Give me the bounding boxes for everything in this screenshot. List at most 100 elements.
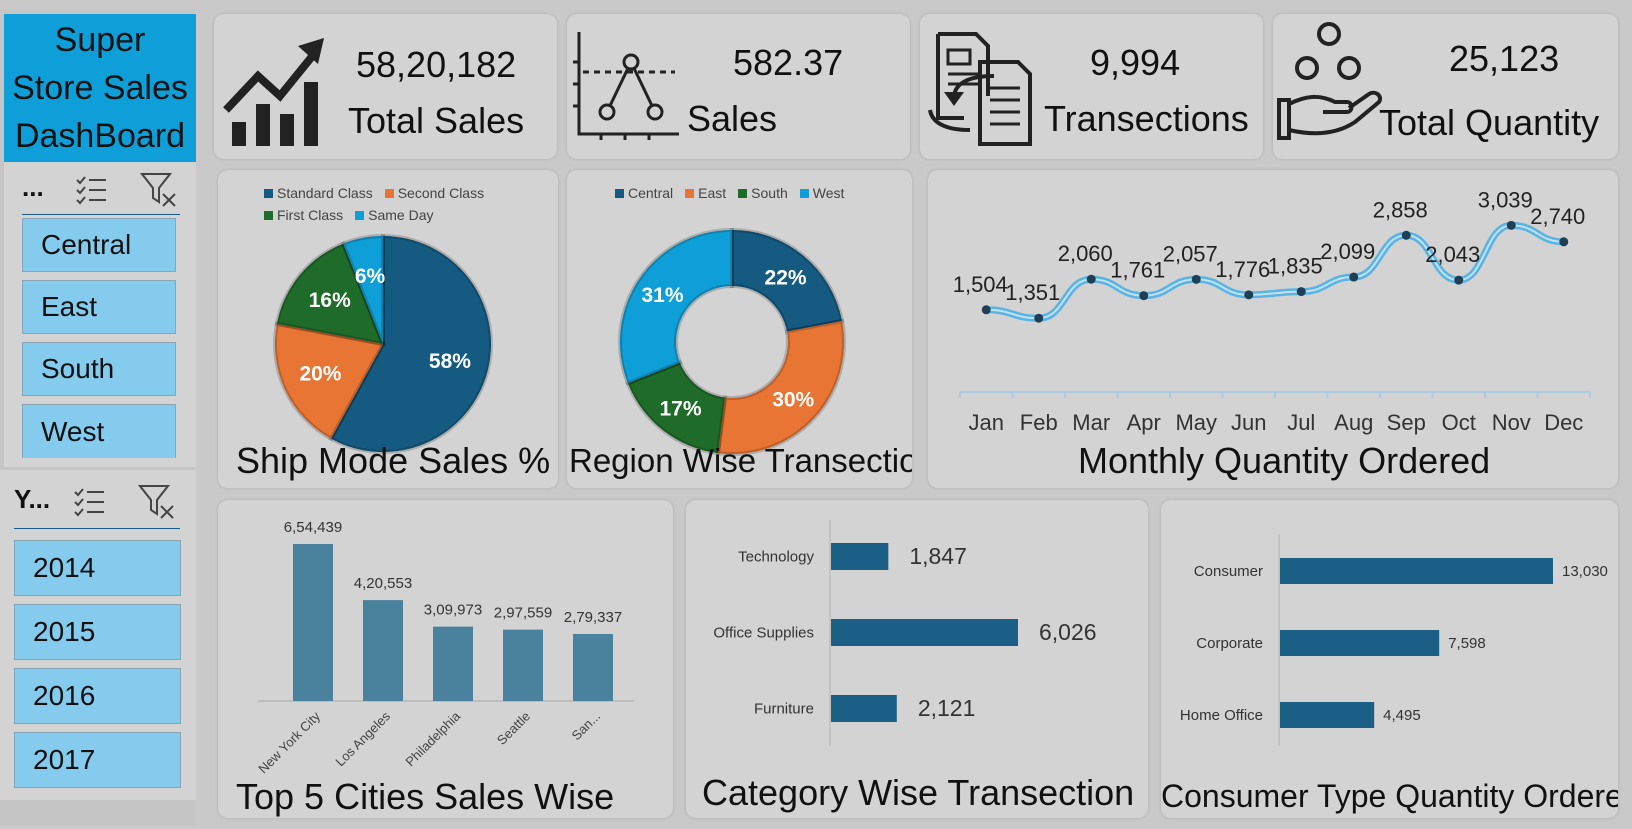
line-point bbox=[1349, 272, 1359, 282]
data-label: 2,099 bbox=[1320, 239, 1375, 264]
data-label: 4,20,553 bbox=[354, 575, 412, 592]
line-point bbox=[1559, 237, 1569, 247]
line-point bbox=[1244, 290, 1254, 300]
pie-slice bbox=[273, 321, 387, 442]
cities-bar-chart: 6,54,439 New York City 4,20,553 Los Angeles… bbox=[255, 519, 634, 776]
data-label: 3,09,973 bbox=[424, 602, 482, 619]
cities-chart-card: 6,54,439 New York City 4,20,553 Los Angeles… bbox=[218, 500, 673, 818]
legend-label: Second Class bbox=[397, 185, 485, 201]
data-label: 7,598 bbox=[1448, 635, 1486, 652]
data-label: 6,54,439 bbox=[284, 519, 342, 536]
slicer-divider bbox=[14, 528, 180, 529]
x-tick-label: May bbox=[1175, 410, 1217, 435]
data-label: 1,351 bbox=[1005, 280, 1060, 305]
x-tick-label: Aug bbox=[1334, 410, 1373, 435]
data-label: 1,847 bbox=[909, 543, 967, 569]
y-tick-label: Furniture bbox=[754, 701, 814, 718]
line-point bbox=[1086, 274, 1096, 284]
y-tick-label: Home Office bbox=[1180, 707, 1263, 724]
dashboard-title-text: Super Store Sales DashBoard bbox=[12, 21, 188, 155]
x-tick-label: Jul bbox=[1287, 410, 1315, 435]
hand-coins-icon bbox=[1277, 22, 1382, 140]
pie-slice bbox=[274, 240, 387, 347]
consumer-bar-chart: Consumer 13,030 Corporate 7,598 Home Office 4… bbox=[1180, 534, 1608, 746]
kpi-card-sales: 582.37 Sales bbox=[567, 14, 910, 159]
kpi-value: 9,994 bbox=[1090, 42, 1181, 83]
y-tick-label: Office Supplies bbox=[713, 625, 814, 642]
x-tick-label: Sep bbox=[1387, 410, 1426, 435]
region-slicer-header: ... bbox=[22, 172, 44, 202]
x-tick-label: Seattle bbox=[494, 709, 533, 748]
legend-item: South bbox=[738, 182, 788, 204]
line-point bbox=[981, 305, 991, 315]
bar bbox=[363, 600, 403, 701]
legend-item: First Class bbox=[264, 204, 343, 226]
clear-filter-icon[interactable] bbox=[138, 482, 176, 520]
chart-title: Consumer Type Quantity Ordered bbox=[1161, 778, 1618, 814]
multi-select-icon[interactable] bbox=[72, 484, 106, 518]
chart-title: Top 5 Cities Sales Wise bbox=[236, 776, 615, 817]
slicer-item-2015[interactable]: 2015 bbox=[14, 604, 181, 660]
kpi-label: Total Sales bbox=[348, 100, 525, 141]
document-exchange-icon bbox=[928, 32, 1032, 146]
slicer-item-2017[interactable]: 2017 bbox=[14, 732, 181, 788]
region-slicer[interactable]: ... Central East South West bbox=[4, 162, 196, 467]
clear-filter-icon[interactable] bbox=[140, 170, 178, 208]
slice-label: 31% bbox=[642, 284, 684, 307]
legend-item: West bbox=[799, 182, 844, 204]
line-point bbox=[1139, 291, 1149, 301]
slicer-item-label: Central bbox=[41, 229, 132, 260]
legend-label: First Class bbox=[277, 207, 344, 223]
slice-label: 30% bbox=[772, 389, 814, 412]
legend-item: Same Day bbox=[355, 204, 433, 226]
slice-label: 22% bbox=[765, 266, 807, 289]
ship-mode-pie-chart: 58% 20% 16%6% bbox=[273, 233, 493, 454]
legend-swatch bbox=[264, 210, 273, 220]
data-label: 2,858 bbox=[1373, 197, 1428, 222]
bar bbox=[293, 544, 333, 701]
x-tick-label: Nov bbox=[1492, 410, 1531, 435]
multi-select-icon[interactable] bbox=[74, 172, 108, 206]
kpi-card-total-sales: 58,20,182 Total Sales bbox=[214, 14, 557, 159]
slicer-item-2014[interactable]: 2014 bbox=[14, 540, 181, 596]
pie-slice bbox=[730, 227, 845, 334]
kpi-label: Total Quantity bbox=[1379, 102, 1600, 143]
data-label: 2,740 bbox=[1530, 204, 1585, 229]
data-label: 1,776 bbox=[1215, 257, 1270, 282]
bar bbox=[1280, 702, 1375, 728]
year-slicer[interactable]: Y... 2014 2015 2016 2017 bbox=[0, 470, 196, 800]
legend-swatch bbox=[738, 188, 748, 198]
legend-label: South bbox=[751, 185, 788, 201]
slicer-item-central[interactable]: Central bbox=[22, 218, 176, 272]
chart-title: Region Wise Transection bbox=[569, 442, 912, 479]
slicer-item-west[interactable]: West bbox=[22, 404, 176, 458]
slicer-item-south[interactable]: South bbox=[22, 342, 176, 396]
data-label: 2,121 bbox=[918, 695, 976, 721]
data-label: 1,761 bbox=[1110, 258, 1165, 283]
x-tick-label: Dec bbox=[1544, 410, 1583, 435]
kpi-value: 58,20,182 bbox=[356, 44, 517, 85]
line-point bbox=[1401, 230, 1411, 240]
x-tick-label: Mar bbox=[1072, 410, 1110, 435]
data-label: 13,030 bbox=[1562, 563, 1608, 580]
legend-label: Standard Class bbox=[277, 185, 373, 201]
data-label: 2,043 bbox=[1425, 242, 1480, 267]
data-label: 1,504 bbox=[953, 272, 1008, 297]
slicer-divider bbox=[22, 214, 180, 215]
slicer-item-2016[interactable]: 2016 bbox=[14, 668, 181, 724]
legend-label: Central bbox=[628, 185, 674, 201]
data-label: 2,057 bbox=[1163, 241, 1218, 266]
slicer-item-east[interactable]: East bbox=[22, 280, 176, 334]
region-doughnut-chart: 22% 30% 17% 31% bbox=[618, 227, 846, 456]
bar bbox=[433, 626, 473, 701]
kpi-card-transactions: 9,994 Transections bbox=[920, 14, 1263, 159]
x-tick-label: Oct bbox=[1442, 410, 1476, 435]
legend-swatch bbox=[615, 188, 624, 198]
category-chart-card: Technology 1,847 Office Supplies 6,026 Furni… bbox=[686, 500, 1148, 818]
y-tick-label: Technology bbox=[738, 549, 814, 566]
legend-swatch bbox=[799, 188, 809, 198]
slice-label: 6% bbox=[355, 265, 386, 288]
x-tick-label: Philadelphia bbox=[402, 708, 463, 769]
ship-mode-chart-card: Standard Class Second Class First Class Sam… bbox=[218, 170, 558, 488]
pie-slice bbox=[340, 233, 385, 345]
